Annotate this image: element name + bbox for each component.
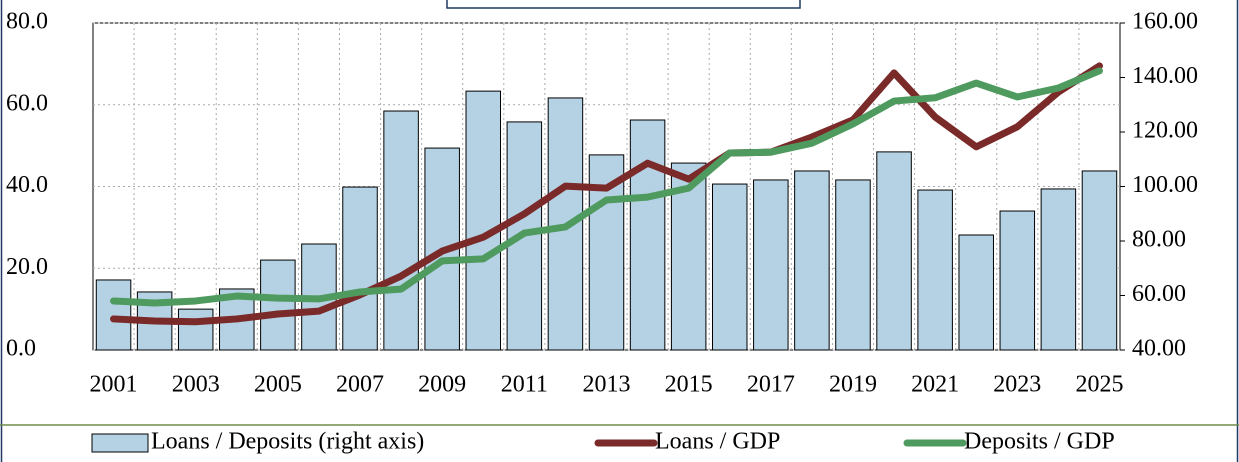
y-tick-label: 80.0 — [6, 9, 48, 35]
bar — [999, 210, 1036, 351]
bar — [794, 170, 830, 351]
bar — [711, 183, 748, 351]
bar — [753, 179, 789, 351]
bar — [177, 308, 214, 351]
y-tick-label: 40.0 — [6, 172, 48, 198]
x-tick-label: 2001 — [90, 372, 138, 398]
y2-tick-label: 40.00 — [1132, 336, 1186, 362]
y2-tick-label: 120.00 — [1132, 118, 1198, 144]
x-tick-label: 2011 — [501, 372, 548, 398]
y-tick-label: 60.0 — [6, 90, 48, 116]
bar — [383, 110, 419, 351]
bar — [958, 234, 994, 351]
bar — [917, 189, 953, 351]
line — [110, 67, 1103, 307]
bar — [629, 119, 666, 351]
x-tick-label: 2009 — [418, 372, 466, 398]
x-tick-label: 2005 — [254, 372, 302, 398]
x-tick-label: 2019 — [829, 372, 877, 398]
x-tick-label: 2015 — [665, 372, 713, 398]
bar — [342, 186, 378, 351]
y-tick-label: 0.0 — [6, 336, 36, 362]
x-tick-label: 2023 — [993, 372, 1041, 398]
legend-label: Loans / Deposits (right axis) — [151, 429, 424, 455]
x-tick-label: 2007 — [336, 372, 384, 398]
title-box — [446, 0, 801, 9]
line — [110, 62, 1103, 326]
y2-tick-label: 160.00 — [1132, 9, 1198, 35]
bar — [465, 90, 502, 351]
x-tick-label: 2021 — [911, 372, 959, 398]
bar — [95, 279, 132, 351]
bar — [835, 179, 871, 351]
y2-tick-label: 60.00 — [1132, 281, 1186, 307]
y-tick-label: 20.0 — [6, 254, 48, 280]
bar — [1040, 188, 1077, 351]
y2-tick-label: 140.00 — [1132, 63, 1198, 89]
bar — [260, 259, 296, 351]
bar — [876, 151, 912, 351]
x-tick-label: 2017 — [747, 372, 795, 398]
legend-swatch — [91, 433, 149, 453]
x-tick-label: 2013 — [583, 372, 631, 398]
legend-label: Loans / GDP — [655, 429, 780, 455]
x-tick-label: 2003 — [172, 372, 220, 398]
x-tick-label: 2025 — [1075, 372, 1123, 398]
bar — [1081, 170, 1118, 351]
y2-tick-label: 80.00 — [1132, 227, 1186, 253]
legend-label: Deposits / GDP — [964, 429, 1115, 455]
y2-tick-label: 100.00 — [1132, 172, 1198, 198]
